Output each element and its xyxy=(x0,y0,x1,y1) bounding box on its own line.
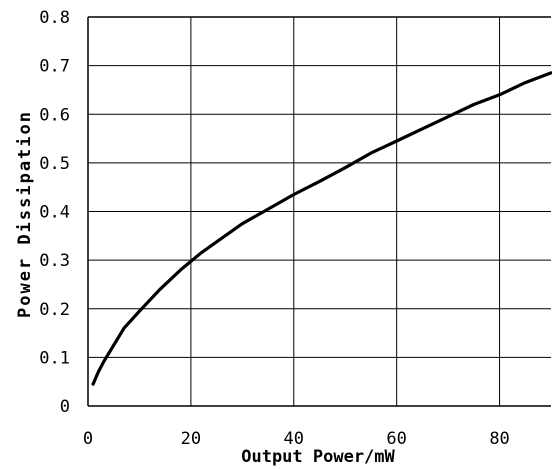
y-axis-label: Power Dissipation xyxy=(15,110,35,318)
x-tick-label: 20 xyxy=(181,429,201,449)
y-tick-label: 0.4 xyxy=(39,203,70,223)
y-tick-label: 0 xyxy=(60,397,70,417)
y-tick-label: 0.6 xyxy=(39,105,70,125)
x-axis-label: Output Power/mW xyxy=(241,447,395,467)
series-line xyxy=(91,71,552,386)
x-tick-label: 0 xyxy=(83,429,93,449)
x-tick-label: 80 xyxy=(489,429,509,449)
y-tick-label: 0.3 xyxy=(39,251,70,271)
y-tick-label: 0.8 xyxy=(39,8,70,28)
x-tick-label: 60 xyxy=(386,429,406,449)
grid-lines xyxy=(88,17,551,406)
x-tick-label: 40 xyxy=(284,429,304,449)
y-tick-labels: 0 0.1 0.2 0.3 0.4 0.5 0.6 0.7 0.8 xyxy=(39,8,70,417)
y-tick-label: 0.5 xyxy=(39,154,70,174)
y-tick-label: 0.2 xyxy=(39,300,70,320)
x-tick-labels: 0 20 40 60 80 xyxy=(83,429,510,449)
y-tick-label: 0.1 xyxy=(39,348,70,368)
series-group xyxy=(91,71,552,386)
y-tick-label: 0.7 xyxy=(39,57,70,77)
plot-frame xyxy=(87,16,551,407)
